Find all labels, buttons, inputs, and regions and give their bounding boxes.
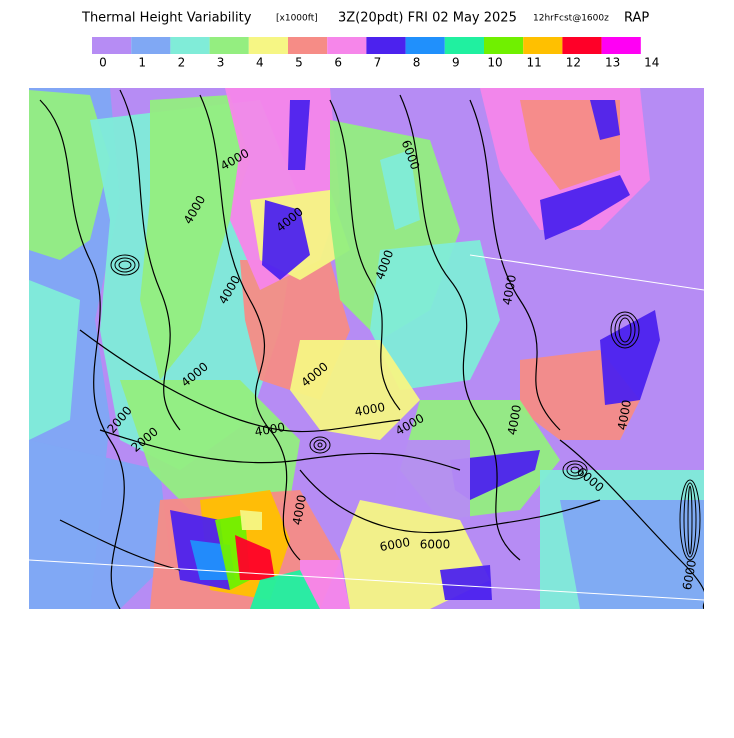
valid-time: 3Z(20pdt) FRI 02 May 2025	[338, 11, 517, 26]
contour-label: 4000	[505, 404, 524, 437]
legend-label: 5	[295, 56, 303, 70]
contour-label: 4000	[615, 399, 634, 432]
thermal-region	[370, 240, 500, 390]
legend-label: 13	[605, 56, 620, 70]
thermal-region	[540, 175, 630, 240]
forecast: 12hrFcst@1600z	[533, 14, 609, 24]
contour-line	[469, 99, 561, 431]
border	[469, 254, 704, 291]
legend-label: 14	[644, 56, 659, 70]
legend-swatch	[523, 37, 563, 54]
title: Thermal Height Variability	[81, 11, 252, 26]
thermal-region	[380, 150, 420, 230]
contour-ring	[309, 436, 331, 454]
units: [x1000ft]	[276, 14, 318, 24]
legend-swatch	[405, 37, 445, 54]
legend: 0 1 2 3 4 5 6 7 8 9 10 11 12 13 14	[92, 37, 659, 70]
contour-ring	[614, 314, 636, 346]
thermal-region	[440, 565, 492, 600]
legend-label: 9	[452, 56, 460, 70]
thermal-region	[590, 100, 620, 140]
legend-label: 1	[138, 56, 146, 70]
contour-label: 6000	[379, 535, 412, 554]
legend-label: 4	[256, 56, 264, 70]
contour-label: 4000	[290, 494, 309, 527]
contour-line	[39, 99, 125, 609]
legend-swatch	[170, 37, 210, 54]
map: 4000400040002000400040004000400020004000…	[29, 88, 704, 609]
legend-swatch	[92, 37, 132, 54]
thermal-region	[450, 450, 540, 500]
thermal-region	[29, 280, 80, 440]
contour-label: 4000	[354, 400, 387, 419]
contour-ring	[566, 463, 584, 477]
contour-ring	[110, 254, 140, 276]
legend-label: 3	[217, 56, 225, 70]
contour-ring	[679, 479, 701, 561]
contour-line	[399, 94, 521, 561]
thermal-region	[120, 380, 300, 520]
contour-line	[59, 519, 181, 571]
legend-swatch	[131, 37, 171, 54]
legend-swatch	[562, 37, 602, 54]
contour-ring	[610, 311, 640, 349]
thermal-region	[288, 100, 310, 170]
thermal-region	[560, 500, 704, 609]
legend-label: 8	[413, 56, 421, 70]
border	[29, 559, 704, 601]
legend-label: 10	[487, 56, 502, 70]
thermal-region	[290, 340, 420, 440]
contour-ring	[118, 260, 132, 270]
contour-ring	[313, 439, 327, 451]
legend-label: 2	[178, 56, 186, 70]
legend-swatch	[366, 37, 406, 54]
contour-line	[79, 329, 401, 433]
thermal-region	[520, 100, 620, 190]
contour-line	[559, 439, 704, 609]
contour-line	[329, 99, 401, 411]
legend-swatch	[444, 37, 484, 54]
contour-ring	[618, 317, 632, 343]
contour-ring	[562, 460, 588, 480]
contour-label: 6000	[680, 559, 699, 592]
contour-label: 4000	[254, 420, 287, 439]
legend-swatch	[327, 37, 367, 54]
thermal-region	[240, 510, 262, 530]
contour-label: 4000	[500, 274, 519, 307]
contour-line	[99, 429, 461, 471]
contour-ring	[317, 442, 323, 448]
legend-label: 0	[99, 56, 107, 70]
legend-label: 12	[566, 56, 581, 70]
thermal-region	[262, 200, 310, 280]
contour-line	[199, 94, 301, 561]
contour-label: 6000	[420, 538, 451, 552]
legend-label: 11	[527, 56, 542, 70]
legend-swatch	[601, 37, 641, 54]
contour-ring	[114, 257, 136, 273]
legend-label: 7	[374, 56, 382, 70]
contour-line	[299, 469, 601, 534]
legend-swatch	[248, 37, 288, 54]
contour-line	[119, 89, 181, 431]
contour-ring	[570, 466, 580, 474]
thermal-region	[250, 570, 320, 609]
contour-ring	[687, 485, 693, 555]
contour-ring	[683, 482, 697, 558]
legend-label: 6	[334, 56, 342, 70]
thermal-region	[140, 95, 250, 380]
legend-swatch	[209, 37, 249, 54]
legend-swatch	[484, 37, 524, 54]
model: RAP	[624, 11, 649, 26]
thermal-region	[235, 535, 275, 580]
legend-swatch	[288, 37, 328, 54]
